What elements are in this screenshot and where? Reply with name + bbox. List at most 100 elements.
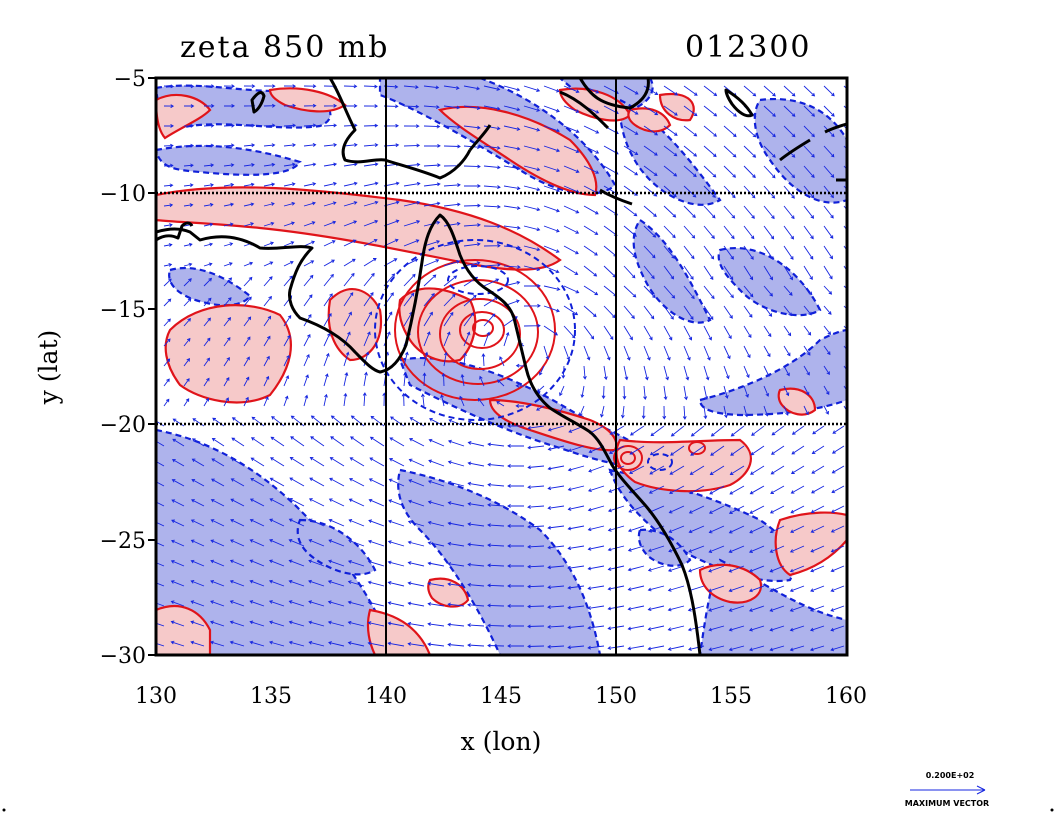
wind-vector-arrow: [723, 165, 737, 178]
wind-vector-arrow: [803, 205, 815, 219]
x-tick-label: 150: [595, 684, 637, 709]
wind-vector-arrow: [663, 185, 677, 198]
wind-vector-arrow: [269, 539, 285, 547]
wind-vector-arrow: [401, 392, 406, 407]
wind-vector-arrow: [507, 524, 524, 528]
wind-vector-arrow: [587, 565, 605, 571]
wind-vector-arrow: [163, 378, 170, 387]
wind-vector-arrow: [783, 365, 790, 377]
wind-vector-arrow: [483, 85, 501, 91]
wind-vector-arrow: [288, 518, 305, 527]
wind-vector-arrow: [543, 145, 561, 153]
wind-vector-arrow: [683, 345, 691, 361]
wind-vector-arrow: [467, 643, 485, 648]
wind-vector-arrow: [283, 354, 290, 367]
wind-vector-arrow: [783, 345, 791, 357]
wind-vector-arrow: [387, 641, 405, 647]
wind-vector-arrow: [447, 501, 465, 507]
wind-vector-arrow: [810, 585, 825, 593]
wind-vector-arrow: [443, 105, 461, 110]
wind-vector-arrow: [683, 245, 695, 260]
wind-vector-arrow: [283, 334, 291, 347]
wind-vector-arrow: [463, 294, 477, 307]
wind-vector-arrow: [543, 205, 560, 213]
plot-title-right: 012300: [685, 30, 812, 65]
wind-vector-arrow: [403, 220, 421, 227]
wind-vector-arrow: [507, 444, 525, 448]
wind-vector-arrow: [663, 205, 677, 218]
wind-vector-arrow: [303, 333, 311, 347]
wind-vector-arrow: [172, 418, 185, 427]
y-axis-label: y (lat): [34, 330, 63, 406]
wind-vector-arrow: [363, 258, 377, 267]
wind-vector-arrow: [184, 104, 195, 108]
wind-vector-arrow: [783, 205, 795, 220]
wind-vector-arrow: [303, 274, 314, 287]
wind-vector-arrow: [170, 559, 185, 567]
wind-vector-arrow: [447, 642, 465, 647]
wind-vector-arrow: [343, 142, 358, 147]
wind-vector-arrow: [763, 145, 776, 158]
wind-vector-arrow: [156, 562, 165, 567]
wind-vector-arrow: [428, 459, 445, 467]
wind-vector-arrow: [210, 539, 225, 547]
wind-vector-arrow: [543, 105, 560, 113]
wind-vector-arrow: [629, 425, 645, 436]
wind-vector-arrow: [463, 223, 481, 227]
wind-vector-arrow: [583, 245, 598, 256]
wind-vector-arrow: [823, 85, 835, 97]
wind-vector-arrow: [308, 620, 325, 627]
wind-vector-arrow: [243, 261, 254, 267]
wind-vector-arrow: [323, 103, 338, 108]
wind-vector-arrow: [603, 325, 614, 341]
wind-vector-arrow: [487, 503, 505, 507]
wind-vector-arrow: [362, 392, 367, 407]
wind-vector-arrow: [223, 202, 235, 207]
wind-vector-arrow: [563, 325, 576, 339]
wind-vector-arrow: [823, 385, 830, 395]
wind-vector-arrow: [543, 245, 560, 253]
wind-vector-arrow: [643, 245, 656, 259]
wind-vector-arrow: [190, 519, 205, 527]
wind-vector-arrow: [683, 105, 698, 117]
wind-vector-arrow: [171, 499, 185, 507]
wind-vector-arrow: [483, 204, 501, 209]
wind-vector-arrow: [288, 620, 305, 627]
wind-vector-arrow: [728, 625, 745, 632]
wind-vector-arrow: [728, 545, 745, 554]
wind-vector-arrow: [748, 585, 765, 593]
wind-vector-arrow: [467, 623, 485, 627]
wind-vector-arrow: [203, 143, 215, 148]
wind-vector-arrow: [830, 645, 845, 652]
coastline: [156, 78, 847, 655]
wind-vector-arrow: [783, 285, 793, 296]
wind-vector-arrow: [803, 165, 815, 179]
wind-vector-arrow: [427, 622, 445, 627]
wind-vector-arrow: [323, 273, 334, 287]
wind-vector-arrow: [203, 357, 211, 367]
wind-vector-arrow: [163, 124, 174, 128]
wind-vector-arrow: [467, 522, 485, 527]
wind-vector-arrow: [367, 641, 385, 647]
wind-vector-arrow: [803, 345, 811, 356]
wind-vector-arrow: [763, 245, 774, 260]
wind-vector-arrow: [563, 285, 580, 294]
wind-vector-arrow: [683, 165, 697, 178]
vector-legend: 0.200E+02 MAXIMUM VECTOR: [905, 771, 989, 808]
wind-vector-arrow: [423, 105, 440, 109]
wind-vector-arrow: [203, 84, 215, 89]
wind-vector-arrow: [427, 642, 445, 647]
wind-vector-arrow: [790, 505, 805, 514]
wind-vector-arrow: [367, 600, 385, 607]
wind-vector-arrow: [523, 105, 541, 112]
wind-vector-arrow: [843, 265, 847, 272]
wind-vector-arrow: [663, 385, 668, 401]
x-tick-label: 155: [710, 684, 752, 709]
y-tick-label: −10: [100, 182, 146, 207]
wind-vector-arrow: [703, 185, 716, 198]
wind-vector-arrow: [363, 162, 379, 167]
wind-vector-arrow: [156, 642, 165, 647]
wind-vector-arrow: [463, 105, 481, 111]
wind-vector-arrow: [749, 485, 765, 495]
wind-vector-arrow: [441, 372, 446, 387]
